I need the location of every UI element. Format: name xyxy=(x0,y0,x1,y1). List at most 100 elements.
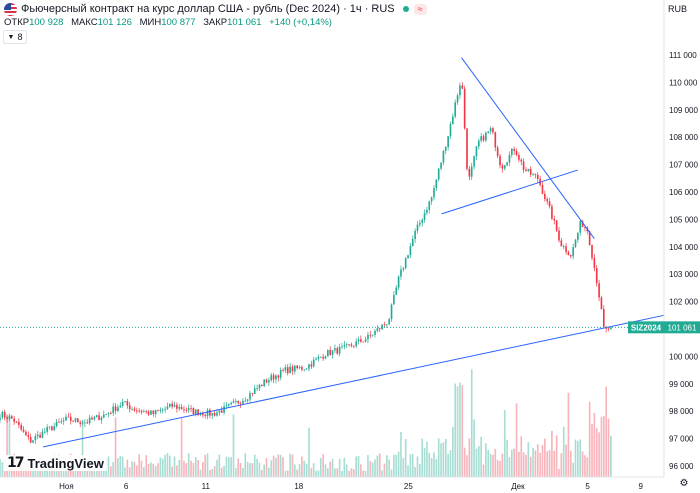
candle-body xyxy=(161,409,164,411)
volume-bar xyxy=(442,442,445,477)
volume-bar xyxy=(305,463,308,477)
candle-body xyxy=(185,410,188,411)
symbol-title-row[interactable]: Фьючерсный контракт на курс доллар США -… xyxy=(4,2,427,16)
candle-body xyxy=(211,412,214,416)
volume-bar xyxy=(447,454,449,477)
trendline xyxy=(461,57,595,239)
volume-bar xyxy=(522,452,525,477)
volume-bar xyxy=(110,466,112,477)
candle-body xyxy=(77,418,79,423)
candle-body xyxy=(6,417,8,419)
price-tick-label: 97 000 xyxy=(669,435,694,444)
candles-layer xyxy=(0,81,612,444)
volume-bar xyxy=(244,453,247,477)
candle-body xyxy=(362,341,365,343)
volume-bar xyxy=(348,470,350,477)
volume-bar xyxy=(336,468,339,477)
candle-body xyxy=(428,201,431,210)
candle-body xyxy=(60,421,63,423)
volume-bar xyxy=(77,469,79,477)
candle-body xyxy=(258,384,261,389)
candle-body xyxy=(0,417,1,420)
volume-bar xyxy=(416,456,419,477)
open-key: ОТКР xyxy=(4,17,30,28)
price-tick-label: 104 000 xyxy=(669,243,698,252)
candle-body xyxy=(117,407,119,411)
volume-bar xyxy=(558,469,560,477)
candle-body xyxy=(395,287,398,295)
volume-bar xyxy=(194,456,197,477)
gear-icon[interactable]: ⚙ xyxy=(679,478,689,489)
volume-bar xyxy=(423,447,426,477)
candle-body xyxy=(36,434,39,437)
candle-body xyxy=(541,185,544,194)
volume-bar xyxy=(95,470,98,477)
candle-body xyxy=(227,404,230,406)
candle-body xyxy=(88,417,91,424)
candle-body xyxy=(65,416,67,421)
volume-bar xyxy=(114,417,117,477)
volume-bar xyxy=(258,462,261,477)
candle-body xyxy=(39,434,41,438)
volume-bar xyxy=(407,465,409,477)
candle-body xyxy=(154,410,157,415)
volume-bar xyxy=(249,463,251,477)
volume-bar xyxy=(605,386,607,477)
candle-body xyxy=(294,365,296,372)
volume-bar xyxy=(298,463,301,477)
volume-bar xyxy=(166,453,169,477)
candle-body xyxy=(301,366,303,370)
candle-body xyxy=(244,400,247,402)
volume-bar xyxy=(67,469,70,477)
candle-body xyxy=(548,201,551,207)
candle-body xyxy=(157,410,159,411)
price-label-symbol: SIZ2024 xyxy=(631,323,662,332)
volume-bar xyxy=(397,451,400,477)
candle-body xyxy=(84,422,86,424)
candle-body xyxy=(327,350,329,357)
volume-bar xyxy=(128,467,131,477)
volume-bar xyxy=(499,460,501,477)
volume-bar xyxy=(324,464,327,477)
volume-bar xyxy=(1,462,4,477)
candle-body xyxy=(322,356,324,359)
candle-body xyxy=(390,304,393,320)
candle-body xyxy=(378,328,381,330)
candle-body xyxy=(546,198,549,202)
candle-body xyxy=(48,426,51,428)
candle-body xyxy=(494,132,497,148)
volume-bar xyxy=(593,412,596,477)
candle-body xyxy=(456,95,459,103)
eye-off-icon[interactable]: ≈ xyxy=(413,3,427,15)
candle-body xyxy=(588,231,591,245)
volume-bar xyxy=(518,451,520,477)
candle-body xyxy=(268,380,270,383)
candle-body xyxy=(225,405,228,407)
time-axis: Ноя 6 11 18 25 Дек 5 9 xyxy=(59,482,643,491)
candle-body xyxy=(317,356,320,359)
symbol-title[interactable]: Фьючерсный контракт на курс доллар США -… xyxy=(21,3,395,15)
tradingview-logo[interactable]: 17 TradingView xyxy=(4,455,107,471)
volume-bar xyxy=(272,455,275,477)
volume-bar xyxy=(117,458,119,477)
volume-bar xyxy=(121,456,124,477)
volume-bar xyxy=(362,470,365,477)
candle-body xyxy=(168,403,171,407)
candle-body xyxy=(341,346,343,348)
currency-button[interactable]: RUB xyxy=(668,4,688,14)
price-label-symbol-bg xyxy=(628,321,664,334)
volume-bar xyxy=(126,459,129,477)
candle-body xyxy=(525,169,527,172)
volume-bar xyxy=(525,454,527,477)
indicators-toggle-button[interactable]: ▼ 8 xyxy=(3,30,27,44)
volume-bar xyxy=(180,418,183,477)
last-price-label: SIZ2024 101 061 xyxy=(628,321,700,334)
volume-bar xyxy=(390,469,393,477)
volume-bar xyxy=(433,452,435,477)
candle-body xyxy=(98,415,100,421)
candle-body xyxy=(584,227,586,228)
volume-bar xyxy=(414,466,416,477)
volume-bar xyxy=(463,447,466,477)
